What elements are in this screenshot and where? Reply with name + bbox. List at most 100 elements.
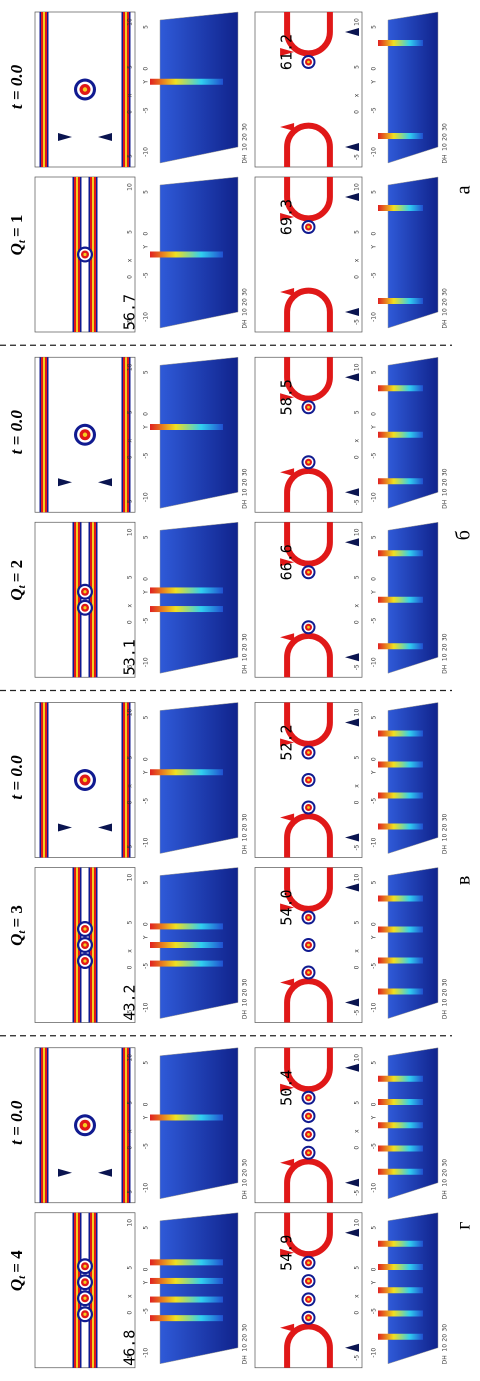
- y-axis-label: Y: [371, 80, 378, 85]
- x-tick-label: 5: [354, 755, 361, 759]
- dh-tick-label: 30: [442, 1324, 449, 1332]
- surface-spike: [150, 769, 223, 775]
- dh-axis-label: DH: [442, 1190, 449, 1199]
- surface-spike: [378, 1287, 423, 1293]
- surface-spike: [378, 1311, 423, 1317]
- y-tick-label: 0: [371, 1102, 378, 1106]
- surface-spike: [378, 896, 423, 902]
- dh-tick-label: 20: [442, 989, 449, 997]
- dh-tick-label: 20: [242, 1334, 249, 1342]
- surface: [388, 177, 438, 328]
- x-tick-label: -5: [127, 499, 134, 505]
- y-tick-label: 0: [371, 1267, 378, 1271]
- x-tick-label: 5: [354, 920, 361, 924]
- surface-spike: [378, 478, 423, 484]
- q-subscript: t: [16, 1275, 28, 1279]
- dh-tick-label: 20: [242, 643, 249, 651]
- x-axis-label: x: [354, 439, 361, 443]
- x-tick-label: 5: [354, 575, 361, 579]
- dh-axis-label: DH: [442, 154, 449, 163]
- surface: [160, 12, 238, 163]
- y-tick-label: 5: [143, 880, 150, 884]
- x-tick-label: 10: [127, 1219, 134, 1227]
- q-symbol: Q: [7, 1279, 26, 1291]
- x-tick-label: -5: [354, 319, 361, 325]
- map-panel: [255, 1213, 362, 1368]
- time-label: 54.0: [278, 889, 296, 925]
- x-tick-label: 10: [127, 18, 134, 26]
- dh-tick-label: 30: [442, 1159, 449, 1167]
- y-tick-label: 5: [371, 190, 378, 194]
- surface-spike: [378, 385, 423, 391]
- dh-tick-label: 20: [442, 133, 449, 141]
- time-label: 50.4: [278, 1070, 296, 1106]
- surface-spike: [378, 597, 423, 603]
- x-tick-label: 5: [354, 410, 361, 414]
- x-tick-label: 0: [127, 455, 134, 459]
- soliton: [307, 461, 310, 464]
- surface-spike: [378, 550, 423, 556]
- surface-spike: [378, 793, 423, 799]
- y-axis-label: Y: [371, 1115, 378, 1120]
- dh-axis-label: DH: [242, 500, 249, 509]
- dh-tick-label: 30: [242, 633, 249, 641]
- x-tick-label: 0: [127, 1311, 134, 1315]
- surface-spike: [150, 587, 223, 593]
- surface-spike: [378, 1076, 423, 1082]
- x-tick-label: -5: [127, 154, 134, 160]
- y-tick-label: 5: [371, 715, 378, 719]
- soliton: [83, 1297, 86, 1300]
- q-subscript: t: [16, 584, 28, 588]
- group-label: в: [453, 876, 475, 885]
- x-tick-label: -5: [354, 499, 361, 505]
- figure: Qt = 1 10 5 0 -5 x 30 20 10 DH 5 0 -5 -10 Y 10 5 0 -5 x 30 20 1…: [0, 0, 480, 1381]
- surface-spike: [150, 79, 223, 85]
- dh-tick-label: 10: [442, 143, 449, 151]
- soliton: [307, 1261, 310, 1264]
- map-panel: [255, 522, 362, 677]
- dh-tick-label: 30: [442, 979, 449, 987]
- y-tick-label: -10: [143, 492, 150, 502]
- x-tick-label: 5: [354, 230, 361, 234]
- stripe: [76, 522, 78, 677]
- x-tick-label: 5: [127, 1101, 134, 1105]
- surface-spike: [150, 923, 223, 929]
- dh-axis-label: DH: [242, 1010, 249, 1019]
- dh-tick-label: 30: [442, 468, 449, 476]
- y-tick-label: 0: [143, 412, 150, 416]
- y-tick-label: 5: [371, 370, 378, 374]
- stripe: [125, 703, 127, 858]
- dh-tick-label: 30: [242, 1324, 249, 1332]
- soliton: [307, 226, 310, 229]
- y-axis-label: Y: [371, 590, 378, 595]
- y-tick-label: -10: [371, 837, 378, 847]
- soliton: [307, 916, 310, 919]
- x-tick-label: -5: [127, 1190, 134, 1196]
- surface-spike: [150, 252, 223, 258]
- soliton: [83, 943, 86, 946]
- q-subscript: t: [16, 239, 28, 243]
- surface-spike: [150, 1259, 223, 1265]
- soliton: [307, 751, 310, 754]
- y-tick-label: 5: [143, 535, 150, 539]
- dh-axis-label: DH: [242, 665, 249, 674]
- soliton: [307, 61, 310, 64]
- surface-spike: [378, 133, 423, 139]
- dh-axis-label: DH: [242, 1355, 249, 1364]
- soliton: [83, 1265, 86, 1268]
- y-tick-label: 5: [143, 715, 150, 719]
- y-tick-label: -10: [371, 312, 378, 322]
- y-tick-label: -10: [371, 657, 378, 667]
- surface-spike: [150, 1278, 223, 1284]
- x-tick-label: 0: [354, 455, 361, 459]
- y-tick-label: -10: [143, 1002, 150, 1012]
- x-tick-label: 0: [354, 800, 361, 804]
- x-axis-label: x: [127, 604, 134, 608]
- q-value: = 1: [7, 215, 26, 237]
- dh-tick-label: 10: [242, 999, 249, 1007]
- stripe: [125, 1048, 127, 1203]
- x-tick-label: 10: [354, 1054, 361, 1062]
- y-tick-label: 5: [371, 25, 378, 29]
- stripe: [76, 1213, 78, 1368]
- map-panel: [255, 177, 362, 332]
